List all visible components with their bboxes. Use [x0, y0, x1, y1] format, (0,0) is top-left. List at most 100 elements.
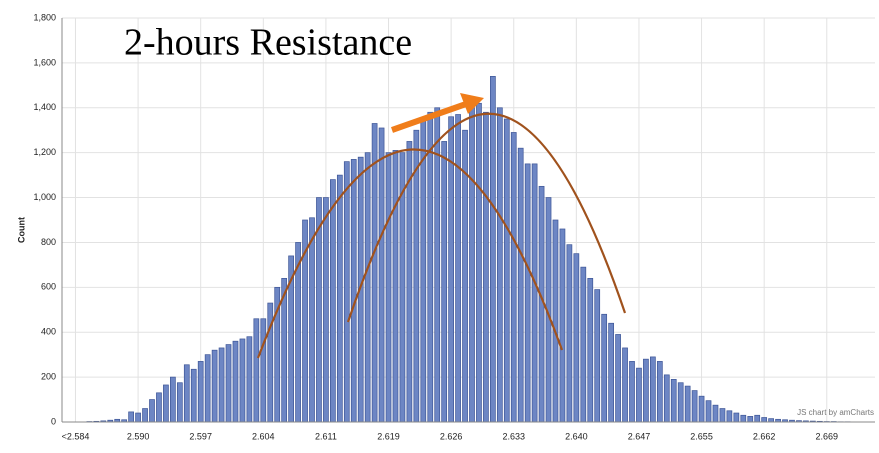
bar	[511, 132, 516, 422]
bar	[490, 76, 495, 422]
bar	[226, 345, 231, 422]
bar	[553, 220, 558, 422]
x-tick-label: 2.633	[502, 431, 525, 441]
bar	[351, 159, 356, 422]
bar	[156, 393, 161, 422]
bar	[337, 175, 342, 422]
bar	[734, 413, 739, 422]
bar	[657, 361, 662, 422]
bar	[309, 218, 314, 422]
bar	[428, 112, 433, 422]
bar	[574, 254, 579, 422]
bar	[623, 348, 628, 422]
bar	[588, 278, 593, 422]
bar	[476, 103, 481, 422]
y-tick-label: 200	[41, 371, 56, 381]
bar	[254, 319, 259, 422]
bar	[219, 348, 224, 422]
bar	[198, 361, 203, 422]
x-tick-label: 2.647	[628, 431, 651, 441]
bar	[685, 386, 690, 422]
bar	[393, 150, 398, 422]
bar	[212, 350, 217, 422]
bar	[143, 409, 148, 422]
bar	[567, 245, 572, 422]
bar	[748, 416, 753, 422]
bar	[720, 409, 725, 422]
y-tick-label: 1,800	[33, 12, 56, 22]
bar	[456, 115, 461, 422]
x-tick-label: 2.619	[377, 431, 400, 441]
x-tick-label: 2.597	[189, 431, 212, 441]
bar	[483, 112, 488, 422]
x-tick-label: 2.655	[690, 431, 713, 441]
bar	[240, 339, 245, 422]
bar	[755, 415, 760, 422]
bar	[365, 153, 370, 422]
bar	[518, 148, 523, 422]
bar	[692, 391, 697, 422]
x-tick-label: 2.604	[252, 431, 275, 441]
bar	[643, 359, 648, 422]
y-axis-label: Count	[16, 217, 26, 243]
bar	[602, 314, 607, 422]
y-tick-label: 1,200	[33, 147, 56, 157]
watermark: JS chart by amCharts	[797, 408, 874, 417]
bar	[706, 401, 711, 422]
bar	[330, 180, 335, 422]
bar	[581, 267, 586, 422]
bar	[650, 357, 655, 422]
y-tick-label: 800	[41, 237, 56, 247]
bar	[525, 164, 530, 422]
x-tick-label: 2.669	[816, 431, 839, 441]
bar	[414, 130, 419, 422]
x-tick-label: 2.590	[127, 431, 150, 441]
bar	[609, 323, 614, 422]
y-tick-label: 600	[41, 282, 56, 292]
bar	[497, 108, 502, 422]
bar	[664, 375, 669, 422]
x-tick-label: 2.611	[315, 431, 337, 441]
bar	[560, 229, 565, 422]
bar	[713, 405, 718, 422]
bar	[379, 128, 384, 422]
y-tick-label: 1,000	[33, 192, 56, 202]
bar	[421, 119, 426, 422]
bar	[177, 383, 182, 422]
bar	[741, 415, 746, 422]
bar	[769, 419, 774, 422]
x-tick-label: 2.626	[440, 431, 463, 441]
bar	[699, 396, 704, 422]
bar	[184, 365, 189, 422]
x-tick-label: 2.640	[565, 431, 588, 441]
bar	[170, 377, 175, 422]
bar	[616, 334, 621, 422]
bar	[163, 385, 168, 422]
bar	[261, 319, 266, 422]
bar	[595, 290, 600, 422]
bar	[442, 141, 447, 422]
bar	[678, 383, 683, 422]
bar	[136, 413, 141, 422]
y-tick-label: 1,600	[33, 57, 56, 67]
bar	[532, 164, 537, 422]
bar	[504, 119, 509, 422]
bar	[671, 379, 676, 422]
bar	[762, 418, 767, 422]
bar	[149, 400, 154, 422]
bar	[191, 369, 196, 422]
x-tick-label: <2.584	[62, 431, 90, 441]
y-tick-label: 1,400	[33, 102, 56, 112]
bar	[372, 123, 377, 422]
bar	[233, 341, 238, 422]
bar	[247, 337, 252, 422]
y-tick-label: 0	[51, 416, 56, 426]
bar	[386, 153, 391, 422]
bar	[205, 355, 210, 422]
x-tick-label: 2.662	[753, 431, 776, 441]
bar	[629, 361, 634, 422]
bar	[469, 108, 474, 422]
bar	[636, 368, 641, 422]
bar	[344, 162, 349, 422]
